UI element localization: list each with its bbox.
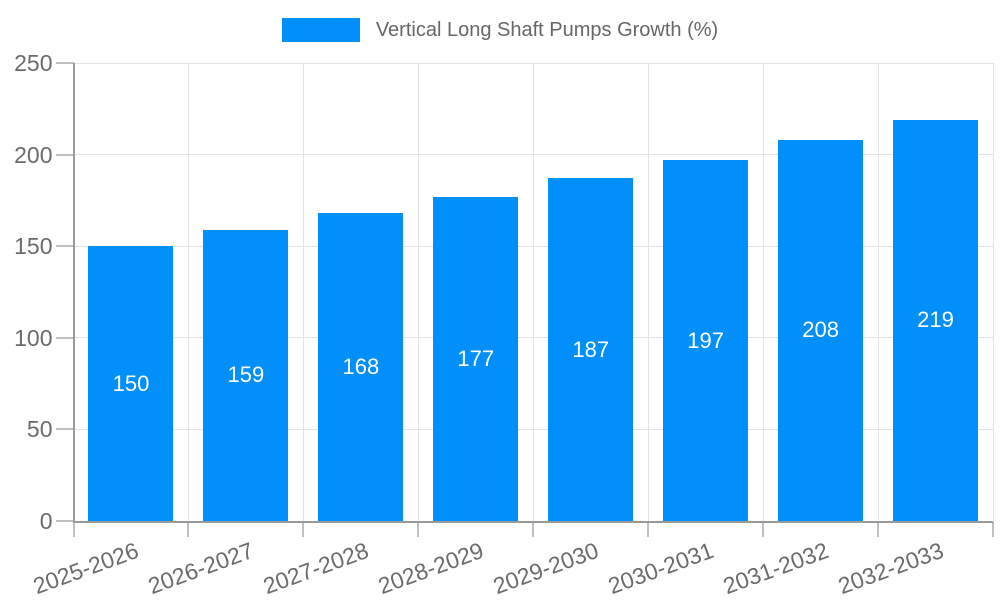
y-axis-tick <box>55 336 74 339</box>
y-axis-line <box>72 63 75 522</box>
x-gridline <box>532 63 534 521</box>
x-axis-tick <box>72 522 75 537</box>
y-axis-tick <box>55 428 74 431</box>
bar-value-label: 187 <box>572 336 610 362</box>
x-gridline <box>302 63 304 521</box>
x-axis-line <box>72 521 993 523</box>
bar[interactable] <box>318 213 404 521</box>
bar-value-label: 208 <box>802 317 839 343</box>
bar-value-label: 159 <box>227 362 265 388</box>
x-axis-tick <box>302 522 305 537</box>
x-axis-tick <box>762 522 765 537</box>
legend-label: Vertical Long Shaft Pumps Growth (%) <box>375 18 719 41</box>
x-axis-tick <box>532 522 535 537</box>
bar-value-label: 219 <box>917 307 954 333</box>
x-axis-tick <box>877 522 880 537</box>
bar[interactable] <box>203 229 289 521</box>
legend-swatch-icon <box>281 18 360 42</box>
bar[interactable] <box>663 160 749 521</box>
y-axis-tick <box>55 245 74 248</box>
y-axis-tick <box>55 153 74 156</box>
bar[interactable] <box>548 178 634 521</box>
bar-value-label: 177 <box>457 345 495 371</box>
y-axis-label: 50 <box>26 416 53 443</box>
x-gridline <box>877 63 879 521</box>
x-gridline <box>762 63 764 521</box>
y-axis-label: 0 <box>39 508 53 534</box>
bar[interactable] <box>88 246 174 521</box>
x-axis-tick <box>647 522 650 537</box>
bar-value-label: 197 <box>687 327 725 353</box>
bar[interactable] <box>778 139 864 521</box>
x-gridline <box>992 63 994 521</box>
x-axis-tick <box>187 522 190 537</box>
y-axis-label: 200 <box>14 141 53 168</box>
x-gridline <box>417 63 419 521</box>
x-axis-tick <box>992 522 994 537</box>
x-axis-tick <box>417 522 420 537</box>
bar[interactable] <box>433 196 519 521</box>
plot-area: 150 159 168 177 187 197 208 219 <box>73 62 994 522</box>
y-axis-tick <box>55 520 74 522</box>
y-axis-label: 100 <box>14 324 53 351</box>
x-gridline <box>187 63 189 521</box>
y-axis-label: 150 <box>14 233 53 260</box>
y-axis-tick <box>55 62 74 64</box>
bar-value-label: 168 <box>342 354 380 380</box>
y-axis-label: 250 <box>14 50 53 76</box>
bar[interactable] <box>893 119 979 521</box>
x-gridline <box>647 63 649 521</box>
bar-value-label: 150 <box>112 370 150 396</box>
chart-legend[interactable]: Vertical Long Shaft Pumps Growth (%) <box>0 16 1000 44</box>
